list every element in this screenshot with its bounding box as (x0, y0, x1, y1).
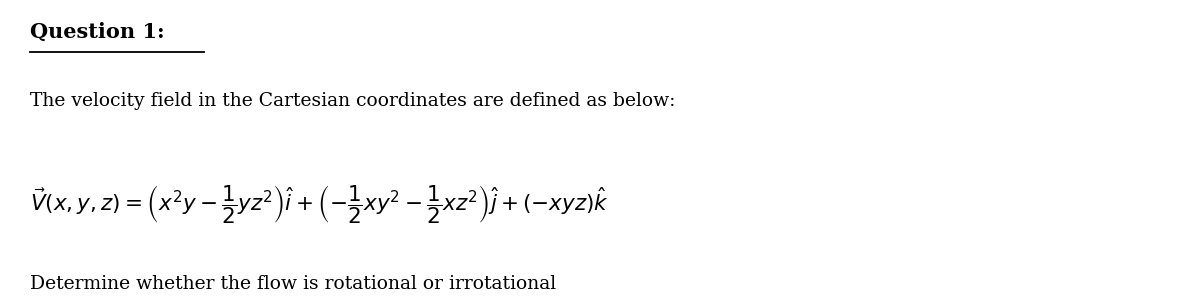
Text: Determine whether the flow is rotational or irrotational: Determine whether the flow is rotational… (30, 275, 556, 293)
Text: $\vec{V}(x,y,z)=\left(x^2y-\dfrac{1}{2}yz^2\right)\hat{i}+\left(-\dfrac{1}{2}xy^: $\vec{V}(x,y,z)=\left(x^2y-\dfrac{1}{2}y… (30, 184, 610, 226)
Text: Question 1:: Question 1: (30, 21, 164, 41)
Text: The velocity field in the Cartesian coordinates are defined as below:: The velocity field in the Cartesian coor… (30, 92, 676, 110)
